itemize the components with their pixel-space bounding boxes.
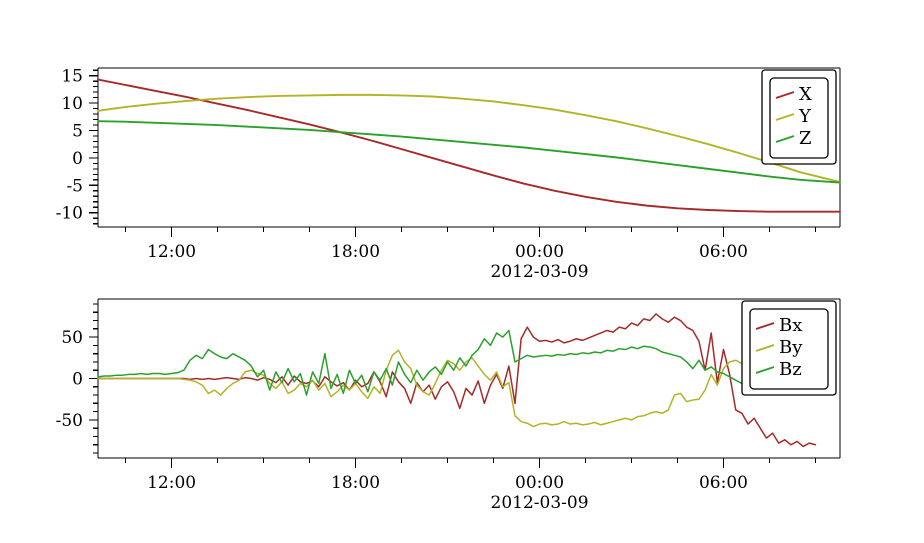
axes-frame	[97, 67, 841, 228]
x-tick-label: 06:00	[699, 473, 748, 493]
y-tick-label: 0	[72, 370, 83, 390]
legend-sample-by	[755, 344, 775, 352]
x-axis-ticks: 12:00 18:00 00:00 06:00	[124, 227, 817, 262]
legend-label-y: Y	[798, 106, 812, 127]
series-line-bx	[97, 313, 817, 448]
series-line-by	[97, 349, 817, 428]
legend-label-bx: Bx	[779, 315, 802, 336]
legend-sample-bz	[755, 366, 775, 374]
legend-label-z: Z	[799, 128, 812, 149]
legend-box	[769, 77, 829, 159]
legend-label-x: X	[799, 84, 812, 105]
series-group	[97, 78, 841, 213]
x-tick-label: 00:00	[515, 473, 564, 493]
x-tick-label: 06:00	[699, 242, 748, 262]
x-axis-date-label: 2012-03-09	[491, 262, 589, 282]
series-line-y	[97, 93, 841, 183]
y-tick-label: 15	[61, 67, 83, 87]
y-axis-ticks: 50 0 -50	[56, 303, 98, 454]
y-tick-label: -50	[56, 411, 83, 431]
legend-sample-bx	[755, 322, 775, 330]
bottom-panel: 50 0 -50 12:00 18:00 00:00 06:00 2012-03-09 BxBy…	[56, 298, 841, 513]
legend-label-bz: Bz	[779, 359, 802, 380]
x-tick-label: 18:00	[331, 473, 380, 493]
y-tick-label: -10	[56, 204, 83, 224]
x-tick-label: 12:00	[147, 473, 196, 493]
series-group	[97, 313, 817, 448]
y-tick-label: 10	[61, 94, 83, 114]
legend-sample-z	[775, 135, 795, 143]
x-axis-ticks: 12:00 18:00 00:00 06:00	[124, 458, 817, 493]
y-tick-label: 0	[72, 149, 83, 169]
top-panel: 15 10 5 0 -5 -10 12:00 18:00 00:00 06:00 2012-03-0…	[56, 67, 841, 282]
y-tick-label: 50	[61, 328, 83, 348]
legend-top-panel: XYZ	[761, 69, 837, 165]
series-line-z	[97, 120, 841, 184]
x-tick-label: 00:00	[515, 242, 564, 262]
y-tick-label: 5	[72, 122, 83, 142]
legend-sample-y	[775, 113, 795, 121]
legend-label-by: By	[779, 337, 803, 358]
legend-sample-x	[775, 91, 795, 99]
y-axis-ticks: 15 10 5 0 -5 -10	[56, 67, 98, 225]
series-line-bz	[97, 329, 817, 396]
x-tick-label: 18:00	[331, 242, 380, 262]
series-line-x	[97, 78, 841, 213]
y-tick-label: -5	[66, 176, 83, 196]
x-axis-date-label: 2012-03-09	[491, 493, 589, 513]
x-tick-label: 12:00	[147, 242, 196, 262]
axes-frame	[97, 298, 841, 459]
